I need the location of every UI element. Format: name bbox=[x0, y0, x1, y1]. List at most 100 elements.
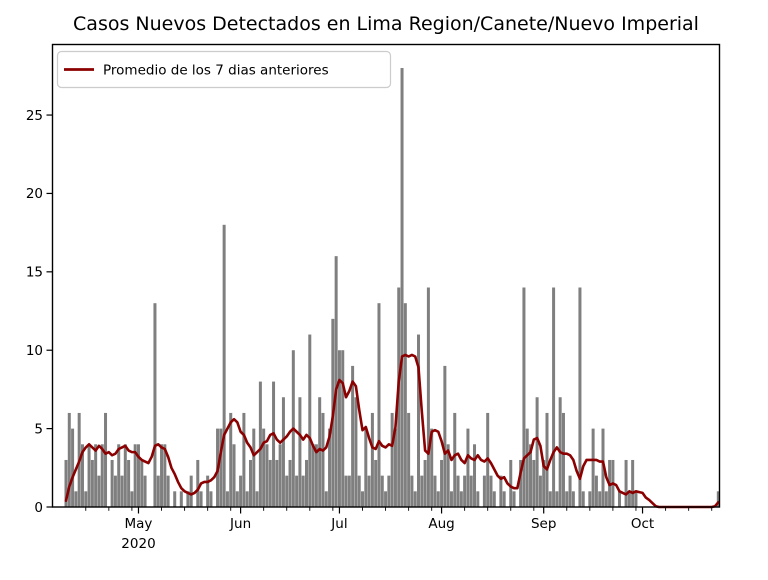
daily-cases-bar bbox=[545, 412, 549, 507]
daily-cases-bar bbox=[222, 224, 226, 508]
legend: Promedio de los 7 dias anteriores bbox=[56, 50, 392, 89]
daily-cases-bar bbox=[67, 412, 71, 507]
daily-cases-bar bbox=[179, 491, 183, 507]
y-axis-tick-label: 5 bbox=[34, 421, 43, 437]
daily-cases-bar bbox=[166, 475, 170, 507]
daily-cases-bar bbox=[519, 459, 523, 507]
daily-cases-bar bbox=[239, 475, 243, 507]
plot-area: 0 5 10 15 20 25 May 2020 Jun Jul Aug Sep Oct bbox=[26, 43, 721, 552]
daily-cases-bar bbox=[463, 475, 467, 507]
daily-cases-bar bbox=[133, 444, 137, 507]
daily-cases-bar bbox=[453, 412, 457, 507]
daily-cases-bar bbox=[229, 412, 233, 507]
daily-cases-bar bbox=[143, 475, 147, 507]
chart-title: Casos Nuevos Detectados en Lima Region/C… bbox=[73, 13, 699, 35]
daily-cases-bar bbox=[64, 459, 68, 507]
daily-cases-bar bbox=[258, 381, 262, 507]
daily-cases-bar bbox=[390, 412, 394, 507]
daily-cases-bar bbox=[631, 459, 635, 507]
daily-cases-bar bbox=[420, 475, 424, 507]
daily-cases-bar bbox=[153, 303, 157, 507]
daily-cases-bar bbox=[97, 475, 101, 507]
daily-cases-bar bbox=[370, 412, 374, 507]
daily-cases-bar bbox=[100, 444, 104, 507]
daily-cases-bar bbox=[209, 491, 213, 507]
daily-cases-bar bbox=[328, 428, 332, 507]
daily-cases-bar bbox=[156, 475, 160, 507]
daily-cases-bar bbox=[532, 459, 536, 507]
daily-cases-bar bbox=[423, 459, 427, 507]
daily-cases-bar bbox=[529, 444, 533, 507]
daily-cases-bar bbox=[94, 444, 98, 507]
x-axis-tick-label: May bbox=[125, 516, 153, 532]
daily-cases-bar bbox=[113, 475, 117, 507]
daily-cases-bar bbox=[252, 428, 256, 507]
daily-cases-bar bbox=[393, 428, 397, 507]
daily-cases-bar bbox=[604, 491, 608, 507]
y-axis-tick-label: 10 bbox=[26, 343, 43, 359]
axis-ticks-group: 0 5 10 15 20 25 May 2020 Jun Jul Aug Sep Oct bbox=[26, 108, 713, 552]
daily-cases-bar bbox=[482, 475, 486, 507]
daily-cases-bar bbox=[123, 444, 127, 507]
daily-cases-bar bbox=[417, 334, 421, 507]
daily-cases-bar bbox=[163, 444, 167, 507]
daily-cases-bar bbox=[357, 475, 361, 507]
daily-cases-bar bbox=[245, 491, 249, 507]
daily-cases-bar bbox=[440, 459, 444, 507]
daily-cases-bar bbox=[130, 491, 134, 507]
daily-cases-bar bbox=[298, 397, 302, 507]
daily-cases-bar bbox=[466, 428, 470, 507]
daily-cases-bar bbox=[400, 68, 404, 508]
legend-frame bbox=[56, 50, 392, 89]
daily-cases-bar bbox=[189, 475, 193, 507]
daily-cases-bar bbox=[591, 428, 595, 507]
x-axis-tick-label: Sep bbox=[531, 516, 556, 532]
daily-cases-bar bbox=[235, 491, 239, 507]
daily-cases-bar bbox=[446, 444, 450, 507]
daily-cases-bar bbox=[473, 444, 477, 507]
daily-cases-bar bbox=[80, 444, 84, 507]
avg-7day-line bbox=[64, 353, 720, 509]
x-axis-tick-label: Jul bbox=[330, 516, 347, 532]
daily-cases-bar bbox=[624, 459, 628, 507]
daily-cases-bar bbox=[436, 491, 440, 507]
daily-cases-bar bbox=[548, 491, 552, 507]
daily-cases-bar bbox=[262, 428, 266, 507]
daily-cases-bar bbox=[117, 444, 121, 507]
daily-cases-bar bbox=[354, 397, 358, 507]
daily-cases-bar bbox=[492, 491, 496, 507]
daily-cases-bar bbox=[374, 459, 378, 507]
daily-cases-bar bbox=[288, 459, 292, 507]
x-axis-tick-label: Oct bbox=[631, 516, 654, 532]
daily-cases-bar bbox=[324, 491, 328, 507]
daily-cases-bar bbox=[476, 491, 480, 507]
daily-cases-bar bbox=[275, 459, 279, 507]
daily-cases-bar bbox=[525, 428, 529, 507]
daily-cases-bar bbox=[90, 459, 94, 507]
daily-cases-bar bbox=[160, 444, 164, 507]
daily-cases-bar bbox=[344, 475, 348, 507]
daily-cases-bar bbox=[308, 334, 312, 507]
daily-cases-bar bbox=[403, 303, 407, 507]
daily-cases-bar bbox=[248, 459, 252, 507]
x-axis-year-label: 2020 bbox=[121, 536, 155, 552]
daily-cases-bar bbox=[588, 491, 592, 507]
daily-cases-bar bbox=[232, 444, 236, 507]
daily-cases-bar bbox=[568, 475, 572, 507]
daily-cases-bar bbox=[265, 444, 269, 507]
daily-cases-bar bbox=[285, 475, 289, 507]
daily-cases-bar bbox=[334, 256, 338, 507]
daily-cases-bar bbox=[538, 475, 542, 507]
daily-cases-bar bbox=[634, 491, 638, 507]
daily-cases-bar bbox=[318, 397, 322, 507]
daily-cases-bar bbox=[509, 459, 513, 507]
daily-cases-bar bbox=[87, 444, 91, 507]
daily-cases-bar bbox=[242, 412, 246, 507]
daily-cases-bar bbox=[489, 475, 493, 507]
daily-cases-bar bbox=[272, 381, 276, 507]
y-axis-tick-label: 20 bbox=[26, 186, 43, 202]
daily-cases-bar bbox=[301, 475, 305, 507]
daily-cases-bar bbox=[206, 475, 210, 507]
daily-cases-bar bbox=[225, 491, 229, 507]
